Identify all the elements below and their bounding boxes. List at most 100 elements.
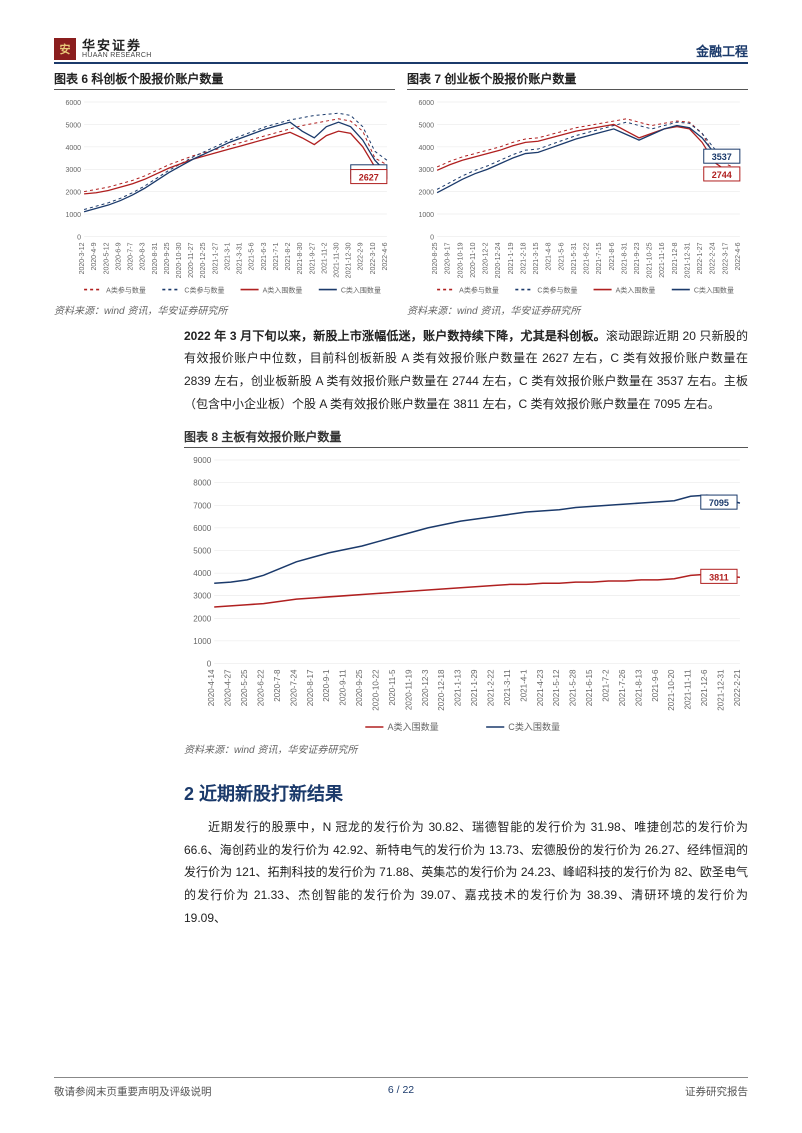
chart6-source: 资料来源：wind 资讯，华安证券研究所 bbox=[54, 302, 395, 317]
svg-text:2021-7-15: 2021-7-15 bbox=[596, 242, 603, 274]
logo-cn: 华安证券 bbox=[82, 39, 152, 52]
svg-text:A类入围数量: A类入围数量 bbox=[387, 721, 438, 732]
svg-text:2020-4-27: 2020-4-27 bbox=[224, 669, 233, 706]
svg-text:2022-4-6: 2022-4-6 bbox=[735, 242, 742, 270]
logo-en: HUAAN RESEARCH bbox=[82, 52, 152, 59]
svg-text:0: 0 bbox=[430, 234, 434, 241]
svg-text:2022-1-27: 2022-1-27 bbox=[697, 242, 704, 274]
svg-text:2021-7-2: 2021-7-2 bbox=[602, 669, 611, 702]
svg-text:2021-3-1: 2021-3-1 bbox=[224, 242, 231, 270]
svg-text:2021-8-13: 2021-8-13 bbox=[634, 669, 643, 706]
svg-text:2020-10-30: 2020-10-30 bbox=[176, 242, 183, 278]
svg-text:6000: 6000 bbox=[65, 100, 81, 107]
svg-text:5000: 5000 bbox=[418, 122, 434, 129]
svg-text:2021-2-22: 2021-2-22 bbox=[487, 669, 496, 706]
svg-text:2020-9-11: 2020-9-11 bbox=[339, 669, 348, 706]
svg-text:2021-1-19: 2021-1-19 bbox=[508, 242, 515, 274]
svg-text:6000: 6000 bbox=[418, 100, 434, 107]
svg-text:2020-7-24: 2020-7-24 bbox=[289, 669, 298, 706]
svg-text:2021-6-3: 2021-6-3 bbox=[261, 242, 268, 270]
svg-text:2020-12-18: 2020-12-18 bbox=[437, 669, 446, 711]
svg-text:A类入围数量: A类入围数量 bbox=[263, 286, 303, 295]
chart8-title: 图表 8 主板有效报价账户数量 bbox=[184, 428, 748, 448]
svg-text:2020-9-25: 2020-9-25 bbox=[164, 242, 171, 274]
svg-text:2021-5-6: 2021-5-6 bbox=[558, 242, 565, 270]
svg-text:2022-3-10: 2022-3-10 bbox=[370, 242, 377, 274]
svg-text:2021-9-6: 2021-9-6 bbox=[651, 669, 660, 702]
svg-text:9000: 9000 bbox=[193, 456, 211, 465]
svg-text:C类入围数量: C类入围数量 bbox=[694, 286, 734, 295]
svg-text:2020-11-5: 2020-11-5 bbox=[388, 669, 397, 706]
svg-text:2021-3-31: 2021-3-31 bbox=[237, 242, 244, 274]
chart8-source: 资料来源：wind 资讯，华安证券研究所 bbox=[184, 741, 748, 756]
chart6: 01000200030004000500060002020-3-122020-4… bbox=[54, 94, 395, 295]
svg-text:3000: 3000 bbox=[418, 167, 434, 174]
svg-text:2020-7-7: 2020-7-7 bbox=[128, 242, 135, 270]
svg-text:2021-3-15: 2021-3-15 bbox=[533, 242, 540, 274]
chart8: 0100020003000400050006000700080009000202… bbox=[184, 452, 748, 734]
svg-text:2021-11-11: 2021-11-11 bbox=[684, 669, 693, 709]
svg-text:A类参与数量: A类参与数量 bbox=[106, 286, 146, 295]
svg-text:2020-5-25: 2020-5-25 bbox=[240, 669, 249, 706]
chart7-title: 图表 7 创业板个股报价账户数量 bbox=[407, 70, 748, 90]
svg-text:2020-10-19: 2020-10-19 bbox=[457, 242, 464, 278]
svg-text:2021-10-20: 2021-10-20 bbox=[667, 669, 676, 711]
svg-text:2022-2-9: 2022-2-9 bbox=[358, 242, 365, 270]
page-footer: 敬请参阅末页重要声明及评级说明 6 / 22 证券研究报告 bbox=[54, 1077, 748, 1099]
svg-text:2021-11-16: 2021-11-16 bbox=[659, 242, 666, 277]
svg-text:2021-8-6: 2021-8-6 bbox=[609, 242, 616, 270]
svg-text:3537: 3537 bbox=[712, 152, 732, 162]
svg-text:2021-4-1: 2021-4-1 bbox=[519, 669, 528, 702]
svg-text:2020-10-22: 2020-10-22 bbox=[372, 669, 381, 711]
svg-text:2022-4-6: 2022-4-6 bbox=[382, 242, 389, 270]
svg-text:2021-4-8: 2021-4-8 bbox=[546, 242, 553, 270]
svg-text:2020-3-12: 2020-3-12 bbox=[79, 242, 86, 274]
svg-text:C类参与数量: C类参与数量 bbox=[184, 286, 224, 295]
svg-text:3811: 3811 bbox=[709, 572, 729, 582]
svg-text:2020-4-9: 2020-4-9 bbox=[91, 242, 98, 270]
paragraph-1: 2022 年 3 月下旬以来，新股上市涨幅低迷，账户数持续下降，尤其是科创板。滚… bbox=[184, 325, 748, 416]
svg-text:2000: 2000 bbox=[418, 190, 434, 197]
header-category: 金融工程 bbox=[696, 41, 748, 60]
svg-text:2021-3-11: 2021-3-11 bbox=[503, 669, 512, 706]
svg-text:C类入围数量: C类入围数量 bbox=[508, 721, 560, 732]
svg-text:1000: 1000 bbox=[193, 637, 211, 646]
svg-text:A类入围数量: A类入围数量 bbox=[616, 286, 656, 295]
svg-text:2021-6-22: 2021-6-22 bbox=[584, 242, 591, 274]
svg-text:2021-5-6: 2021-5-6 bbox=[249, 242, 256, 270]
svg-text:2020-12-25: 2020-12-25 bbox=[200, 242, 207, 278]
svg-text:2021-5-31: 2021-5-31 bbox=[571, 242, 578, 274]
svg-text:2020-4-14: 2020-4-14 bbox=[207, 669, 216, 706]
svg-text:2000: 2000 bbox=[193, 614, 211, 623]
chart7-source: 资料来源：wind 资讯，华安证券研究所 bbox=[407, 302, 748, 317]
svg-text:2022-2-24: 2022-2-24 bbox=[710, 242, 717, 274]
svg-text:0: 0 bbox=[207, 659, 212, 668]
svg-text:2021-10-25: 2021-10-25 bbox=[647, 242, 654, 278]
svg-text:2021-12-31: 2021-12-31 bbox=[684, 242, 691, 278]
chart6-title: 图表 6 科创板个股报价账户数量 bbox=[54, 70, 395, 90]
svg-text:2021-12-8: 2021-12-8 bbox=[672, 242, 679, 274]
svg-text:0: 0 bbox=[77, 234, 81, 241]
svg-text:C类参与数量: C类参与数量 bbox=[537, 286, 577, 295]
svg-text:2020-8-31: 2020-8-31 bbox=[152, 242, 159, 274]
svg-text:2021-9-23: 2021-9-23 bbox=[634, 242, 641, 274]
svg-text:2021-12-6: 2021-12-6 bbox=[700, 669, 709, 706]
logo-icon: 安 bbox=[54, 38, 76, 60]
svg-text:3000: 3000 bbox=[193, 591, 211, 600]
svg-text:2020-9-17: 2020-9-17 bbox=[445, 242, 452, 274]
svg-text:2020-6-22: 2020-6-22 bbox=[257, 669, 266, 706]
svg-text:2021-1-13: 2021-1-13 bbox=[454, 669, 463, 706]
svg-text:2021-1-27: 2021-1-27 bbox=[212, 242, 219, 274]
svg-text:2021-1-29: 2021-1-29 bbox=[470, 669, 479, 706]
svg-text:3000: 3000 bbox=[65, 167, 81, 174]
svg-text:7000: 7000 bbox=[193, 501, 211, 510]
page-header: 安 华安证券 HUAAN RESEARCH 金融工程 bbox=[54, 38, 748, 64]
svg-text:8000: 8000 bbox=[193, 478, 211, 487]
svg-text:2021-4-23: 2021-4-23 bbox=[536, 669, 545, 706]
footer-right: 证券研究报告 bbox=[685, 1084, 748, 1099]
svg-text:2021-7-1: 2021-7-1 bbox=[273, 242, 280, 270]
svg-text:2021-7-26: 2021-7-26 bbox=[618, 669, 627, 706]
logo-block: 安 华安证券 HUAAN RESEARCH bbox=[54, 38, 152, 60]
svg-text:2022-2-21: 2022-2-21 bbox=[733, 669, 742, 706]
svg-text:2627: 2627 bbox=[359, 173, 379, 183]
